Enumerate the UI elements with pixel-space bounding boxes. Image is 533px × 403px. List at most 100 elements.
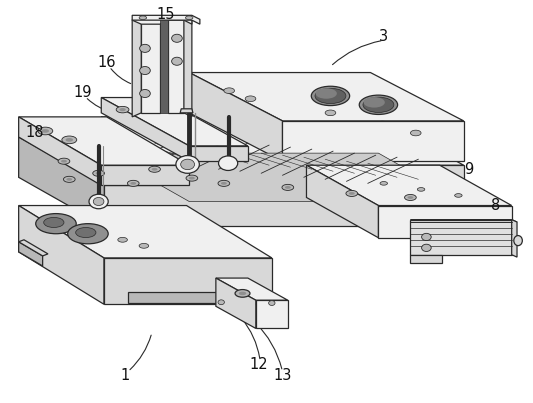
Ellipse shape <box>218 180 230 186</box>
Text: 12: 12 <box>249 357 268 372</box>
Ellipse shape <box>316 88 337 99</box>
Polygon shape <box>282 121 464 161</box>
Polygon shape <box>306 165 512 206</box>
Polygon shape <box>128 292 272 303</box>
Ellipse shape <box>58 158 70 164</box>
Polygon shape <box>104 153 464 202</box>
Ellipse shape <box>417 188 425 191</box>
Ellipse shape <box>62 136 77 144</box>
Ellipse shape <box>116 106 129 113</box>
Polygon shape <box>19 137 104 226</box>
Polygon shape <box>410 220 517 222</box>
Text: 16: 16 <box>98 55 116 70</box>
Text: 18: 18 <box>26 125 44 141</box>
Polygon shape <box>168 16 192 24</box>
Ellipse shape <box>172 34 182 42</box>
Ellipse shape <box>149 166 160 172</box>
Ellipse shape <box>282 184 294 190</box>
Ellipse shape <box>239 292 246 295</box>
Ellipse shape <box>76 227 96 238</box>
Ellipse shape <box>93 170 104 177</box>
Ellipse shape <box>38 127 53 135</box>
Ellipse shape <box>311 86 350 106</box>
Polygon shape <box>256 300 288 328</box>
Ellipse shape <box>186 175 198 181</box>
Polygon shape <box>132 15 200 24</box>
Ellipse shape <box>364 97 385 108</box>
Polygon shape <box>19 240 48 256</box>
Polygon shape <box>184 16 192 117</box>
Polygon shape <box>104 258 272 304</box>
Text: 8: 8 <box>491 198 500 213</box>
Ellipse shape <box>315 88 346 104</box>
Ellipse shape <box>363 97 394 112</box>
Ellipse shape <box>218 300 224 305</box>
Ellipse shape <box>68 224 108 244</box>
Circle shape <box>181 159 195 170</box>
Ellipse shape <box>346 190 358 197</box>
Ellipse shape <box>140 44 150 52</box>
Ellipse shape <box>380 181 387 185</box>
Ellipse shape <box>189 177 195 180</box>
Ellipse shape <box>139 243 149 248</box>
Ellipse shape <box>221 182 227 185</box>
Ellipse shape <box>285 186 291 189</box>
Ellipse shape <box>139 16 147 19</box>
Ellipse shape <box>36 214 76 234</box>
Ellipse shape <box>359 95 398 114</box>
Ellipse shape <box>405 194 416 201</box>
Polygon shape <box>189 73 464 121</box>
Ellipse shape <box>96 172 101 175</box>
Ellipse shape <box>269 301 275 305</box>
Text: 19: 19 <box>74 85 92 100</box>
Polygon shape <box>19 117 189 165</box>
Ellipse shape <box>349 192 355 195</box>
Ellipse shape <box>140 66 150 75</box>
Ellipse shape <box>422 233 431 241</box>
Polygon shape <box>19 206 272 258</box>
Circle shape <box>176 156 199 173</box>
Ellipse shape <box>325 110 336 116</box>
Polygon shape <box>216 278 256 328</box>
Ellipse shape <box>408 196 414 199</box>
Polygon shape <box>410 255 442 263</box>
Polygon shape <box>160 16 168 113</box>
Ellipse shape <box>172 57 182 65</box>
Ellipse shape <box>151 168 158 171</box>
Ellipse shape <box>455 193 462 197</box>
Text: 3: 3 <box>379 29 389 44</box>
Polygon shape <box>101 165 189 185</box>
Ellipse shape <box>140 89 150 98</box>
Ellipse shape <box>67 178 72 181</box>
Ellipse shape <box>44 218 64 227</box>
Circle shape <box>89 194 108 209</box>
Ellipse shape <box>61 160 67 163</box>
Text: 1: 1 <box>120 368 130 383</box>
Polygon shape <box>189 165 464 185</box>
Ellipse shape <box>514 235 522 245</box>
Ellipse shape <box>235 289 250 297</box>
Polygon shape <box>306 165 378 238</box>
Polygon shape <box>101 117 464 165</box>
Polygon shape <box>216 278 288 300</box>
Polygon shape <box>512 220 517 257</box>
Polygon shape <box>19 117 101 185</box>
Polygon shape <box>378 206 512 238</box>
Text: 13: 13 <box>273 368 292 383</box>
Polygon shape <box>168 16 184 113</box>
Polygon shape <box>101 98 248 146</box>
Polygon shape <box>101 117 189 185</box>
Ellipse shape <box>63 176 75 182</box>
Polygon shape <box>132 16 141 117</box>
Ellipse shape <box>410 130 421 136</box>
Ellipse shape <box>42 129 49 133</box>
Ellipse shape <box>66 138 73 141</box>
Circle shape <box>93 197 104 206</box>
Polygon shape <box>104 185 464 226</box>
Polygon shape <box>189 73 282 161</box>
Circle shape <box>219 156 238 170</box>
Text: 15: 15 <box>156 6 174 22</box>
Ellipse shape <box>130 182 136 185</box>
Polygon shape <box>19 137 464 185</box>
Polygon shape <box>141 16 160 113</box>
